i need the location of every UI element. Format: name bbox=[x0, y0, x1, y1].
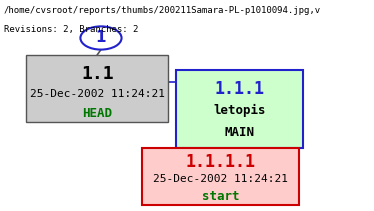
Text: 1.1.1.1: 1.1.1.1 bbox=[186, 153, 256, 171]
Text: 1: 1 bbox=[96, 30, 106, 46]
FancyBboxPatch shape bbox=[142, 148, 299, 205]
Text: 25-Dec-2002 11:24:21: 25-Dec-2002 11:24:21 bbox=[30, 89, 165, 99]
Text: 1.1.1: 1.1.1 bbox=[214, 80, 264, 98]
FancyBboxPatch shape bbox=[176, 70, 303, 148]
Text: letopis: letopis bbox=[213, 104, 266, 117]
Text: 1.1: 1.1 bbox=[81, 65, 114, 83]
Text: start: start bbox=[202, 190, 239, 203]
Text: /home/cvsroot/reports/thumbs/200211Samara-PL-p1010094.jpg,v: /home/cvsroot/reports/thumbs/200211Samar… bbox=[4, 6, 321, 15]
Text: 25-Dec-2002 11:24:21: 25-Dec-2002 11:24:21 bbox=[153, 174, 288, 184]
Text: MAIN: MAIN bbox=[224, 126, 254, 139]
Circle shape bbox=[80, 26, 122, 50]
Text: Revisions: 2, Branches: 2: Revisions: 2, Branches: 2 bbox=[4, 25, 138, 34]
FancyBboxPatch shape bbox=[26, 55, 168, 122]
Text: HEAD: HEAD bbox=[82, 107, 112, 120]
